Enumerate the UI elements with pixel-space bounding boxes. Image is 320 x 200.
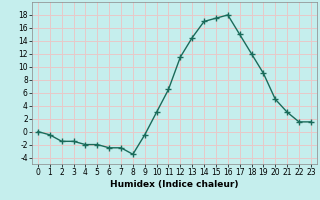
X-axis label: Humidex (Indice chaleur): Humidex (Indice chaleur) — [110, 180, 239, 189]
